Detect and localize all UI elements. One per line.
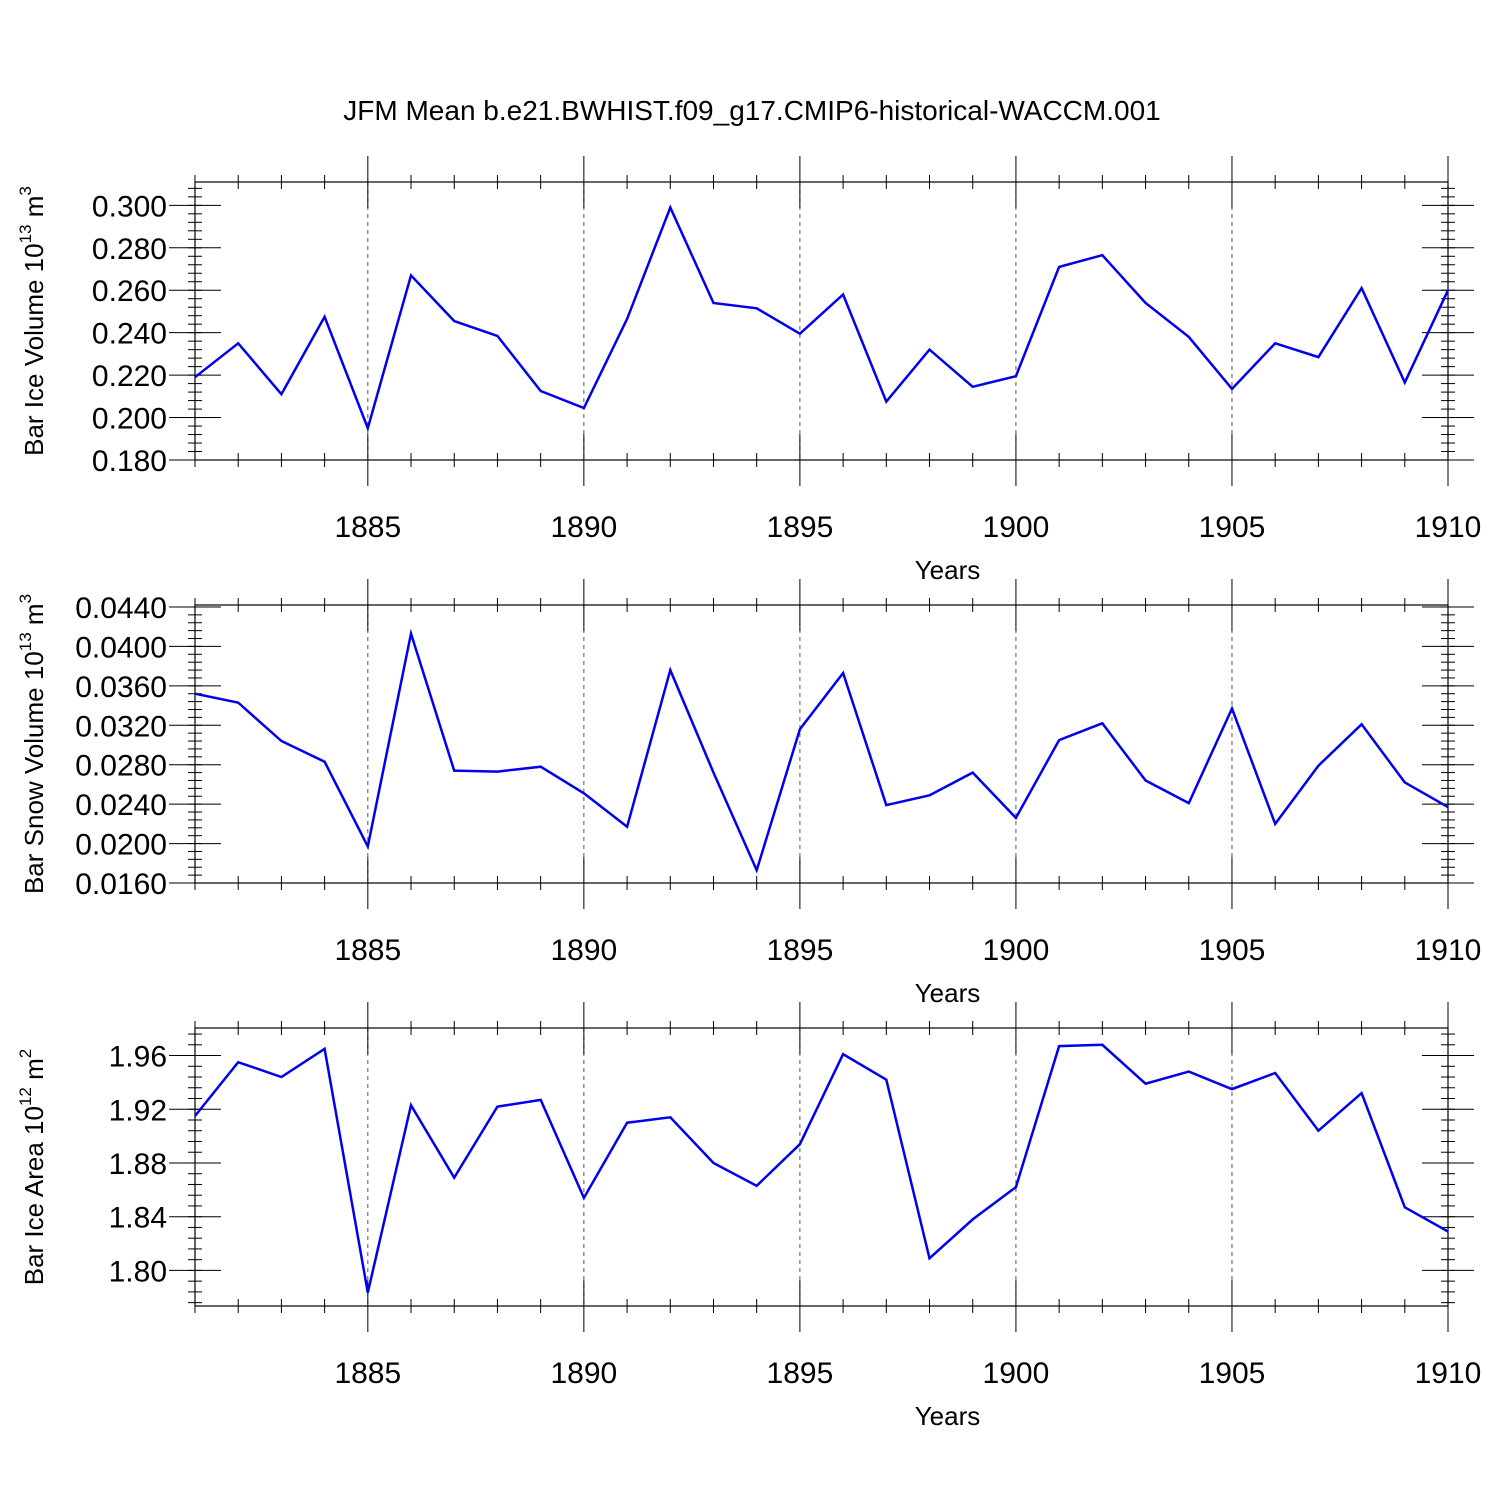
y-tick-label: 0.180 <box>92 445 167 478</box>
plot-frame <box>194 1027 1449 1307</box>
x-tick-label: 1910 <box>1415 1357 1482 1390</box>
y-tick-label: 0.240 <box>92 318 167 351</box>
y-tick-label: 1.80 <box>109 1255 167 1288</box>
plot-frame <box>194 181 1449 461</box>
x-tick-label: 1890 <box>550 934 617 967</box>
y-tick-label: 0.0240 <box>75 789 167 822</box>
y-tick-label: 0.0160 <box>75 868 167 901</box>
x-tick-label: 1900 <box>983 511 1050 544</box>
y-tick-label: 0.0360 <box>75 671 167 704</box>
y-tick-label: 0.220 <box>92 360 167 393</box>
chart-title: JFM Mean b.e21.BWHIST.f09_g17.CMIP6-hist… <box>343 95 1160 126</box>
panel-3: 1.80 1.84 1.88 1.92 1.96 1885 1890 1895 1900 1905… <box>16 1002 1481 1431</box>
y-axis-title: Bar Ice Volume 1013 m3 <box>16 186 49 456</box>
x-tick-label: 1900 <box>983 934 1050 967</box>
y-tick-label: 1.84 <box>109 1202 167 1235</box>
x-tick-label: 1885 <box>334 934 401 967</box>
y-tick-label: 0.0440 <box>75 592 167 625</box>
y-axis-title: Bar Ice Area 1012 m2 <box>16 1049 49 1286</box>
x-tick-label: 1905 <box>1199 511 1266 544</box>
series-line <box>194 628 1449 874</box>
y-tick-label: 1.92 <box>109 1094 167 1127</box>
y-tick-label: 1.88 <box>109 1148 167 1181</box>
y-tick-label: 0.200 <box>92 403 167 436</box>
panel-2: 0.0160 0.0200 0.0240 0.0280 0.0320 0.0360 0.04… <box>16 579 1481 1008</box>
series-line <box>194 204 1450 433</box>
y-tick-label: 0.0280 <box>75 750 167 783</box>
x-tick-label: 1885 <box>334 1357 401 1390</box>
x-axis-title: Years <box>915 1401 981 1431</box>
x-tick-label: 1910 <box>1415 511 1482 544</box>
y-tick-label: 0.0200 <box>75 829 167 862</box>
y-axis-title: Bar Snow Volume 1013 m3 <box>16 594 49 894</box>
x-tick-label: 1895 <box>767 934 834 967</box>
x-tick-label: 1890 <box>550 1357 617 1390</box>
x-axis-title: Years <box>915 978 981 1008</box>
plot-frame <box>194 604 1449 884</box>
panel-1: 0.180 0.200 0.220 0.240 0.260 0.280 0.300 1885 1… <box>16 156 1481 585</box>
y-tick-label: 0.280 <box>92 233 167 266</box>
y-tick-label: 0.0400 <box>75 631 167 664</box>
x-axis-title: Years <box>915 555 981 585</box>
series-line <box>194 1043 1449 1293</box>
x-tick-label: 1895 <box>767 1357 834 1390</box>
y-tick-label: 0.260 <box>92 275 167 308</box>
x-tick-label: 1900 <box>983 1357 1050 1390</box>
x-tick-label: 1890 <box>550 511 617 544</box>
y-tick-label: 0.300 <box>92 190 167 223</box>
x-tick-label: 1905 <box>1199 1357 1266 1390</box>
x-tick-label: 1895 <box>767 511 834 544</box>
x-tick-label: 1910 <box>1415 934 1482 967</box>
x-tick-label: 1885 <box>334 511 401 544</box>
y-tick-label: 0.0320 <box>75 710 167 743</box>
y-tick-label: 1.96 <box>109 1041 167 1074</box>
x-tick-label: 1905 <box>1199 934 1266 967</box>
